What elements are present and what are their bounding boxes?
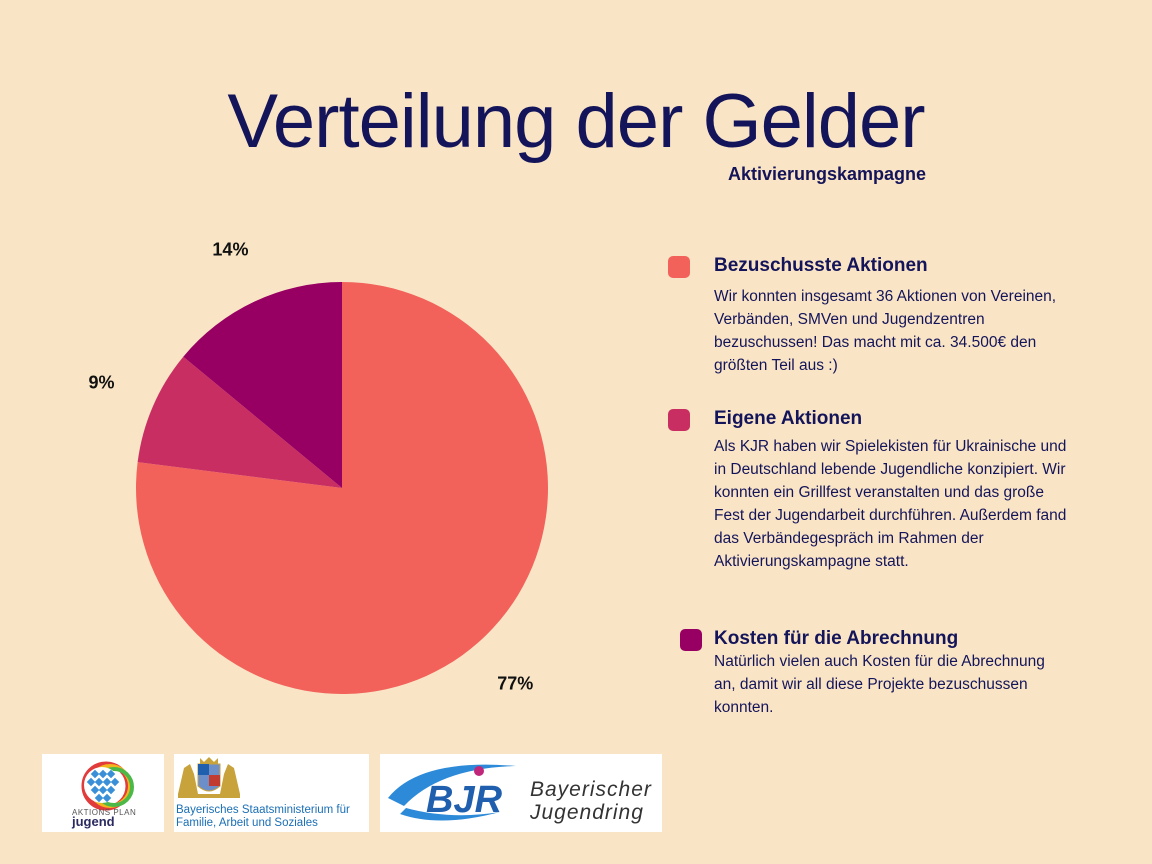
legend-title: Kosten für die Abrechnung	[714, 628, 959, 649]
bjr-mark-icon: BJR	[388, 764, 516, 821]
bjr-mark-text: BJR	[426, 779, 503, 821]
aktionsplan-emblem-icon	[81, 761, 134, 811]
bjr-wordmark: Bayerischer Jugendring	[530, 778, 652, 824]
pie-slice-2	[137, 356, 342, 488]
legend-description: Wir konnten insgesamt 36 Aktionen von Ve…	[714, 288, 1057, 374]
legend-swatch-icon	[668, 409, 690, 431]
page-title: Verteilung der Gelder	[227, 79, 925, 164]
page-subtitle: Aktivierungskampagne	[728, 164, 927, 184]
pie-data-label-3: 14%	[212, 240, 248, 260]
logo-text: jugend	[72, 814, 115, 829]
ministry-logo: Bayerisches Staatsministerium für Famili…	[174, 754, 369, 832]
pie-slice-1	[136, 282, 549, 694]
legend-title: Bezuschusste Aktionen	[714, 255, 928, 276]
bjr-logo: BJR Bayerischer Jugendring	[380, 754, 662, 832]
legend-swatch-icon	[680, 629, 702, 651]
legend-swatch-icon	[668, 256, 690, 278]
pie-data-label-2: 9%	[89, 373, 115, 393]
pie-data-label-1: 77%	[497, 673, 533, 693]
bavarian-coat-of-arms-icon	[176, 756, 242, 798]
legend-description: Als KJR haben wir Spielekisten für Ukrai…	[714, 438, 1067, 570]
pie-slice-3	[183, 282, 342, 488]
logo-text: AKTIONS PLAN	[72, 808, 137, 817]
legend-description: Natürlich vielen auch Kosten für die Abr…	[714, 653, 1045, 716]
aktionsplan-jugend-logo: AKTIONS PLAN jugend	[42, 754, 164, 832]
ministry-name: Bayerisches Staatsministerium für Famili…	[176, 804, 350, 829]
legend-title: Eigene Aktionen	[714, 408, 863, 429]
